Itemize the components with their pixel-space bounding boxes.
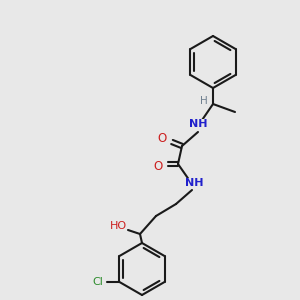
- Text: H: H: [200, 96, 208, 106]
- Text: O: O: [158, 131, 166, 145]
- Text: O: O: [153, 160, 163, 172]
- Text: NH: NH: [185, 178, 203, 188]
- Text: HO: HO: [110, 221, 127, 231]
- Text: NH: NH: [189, 119, 207, 129]
- Text: Cl: Cl: [92, 277, 103, 287]
